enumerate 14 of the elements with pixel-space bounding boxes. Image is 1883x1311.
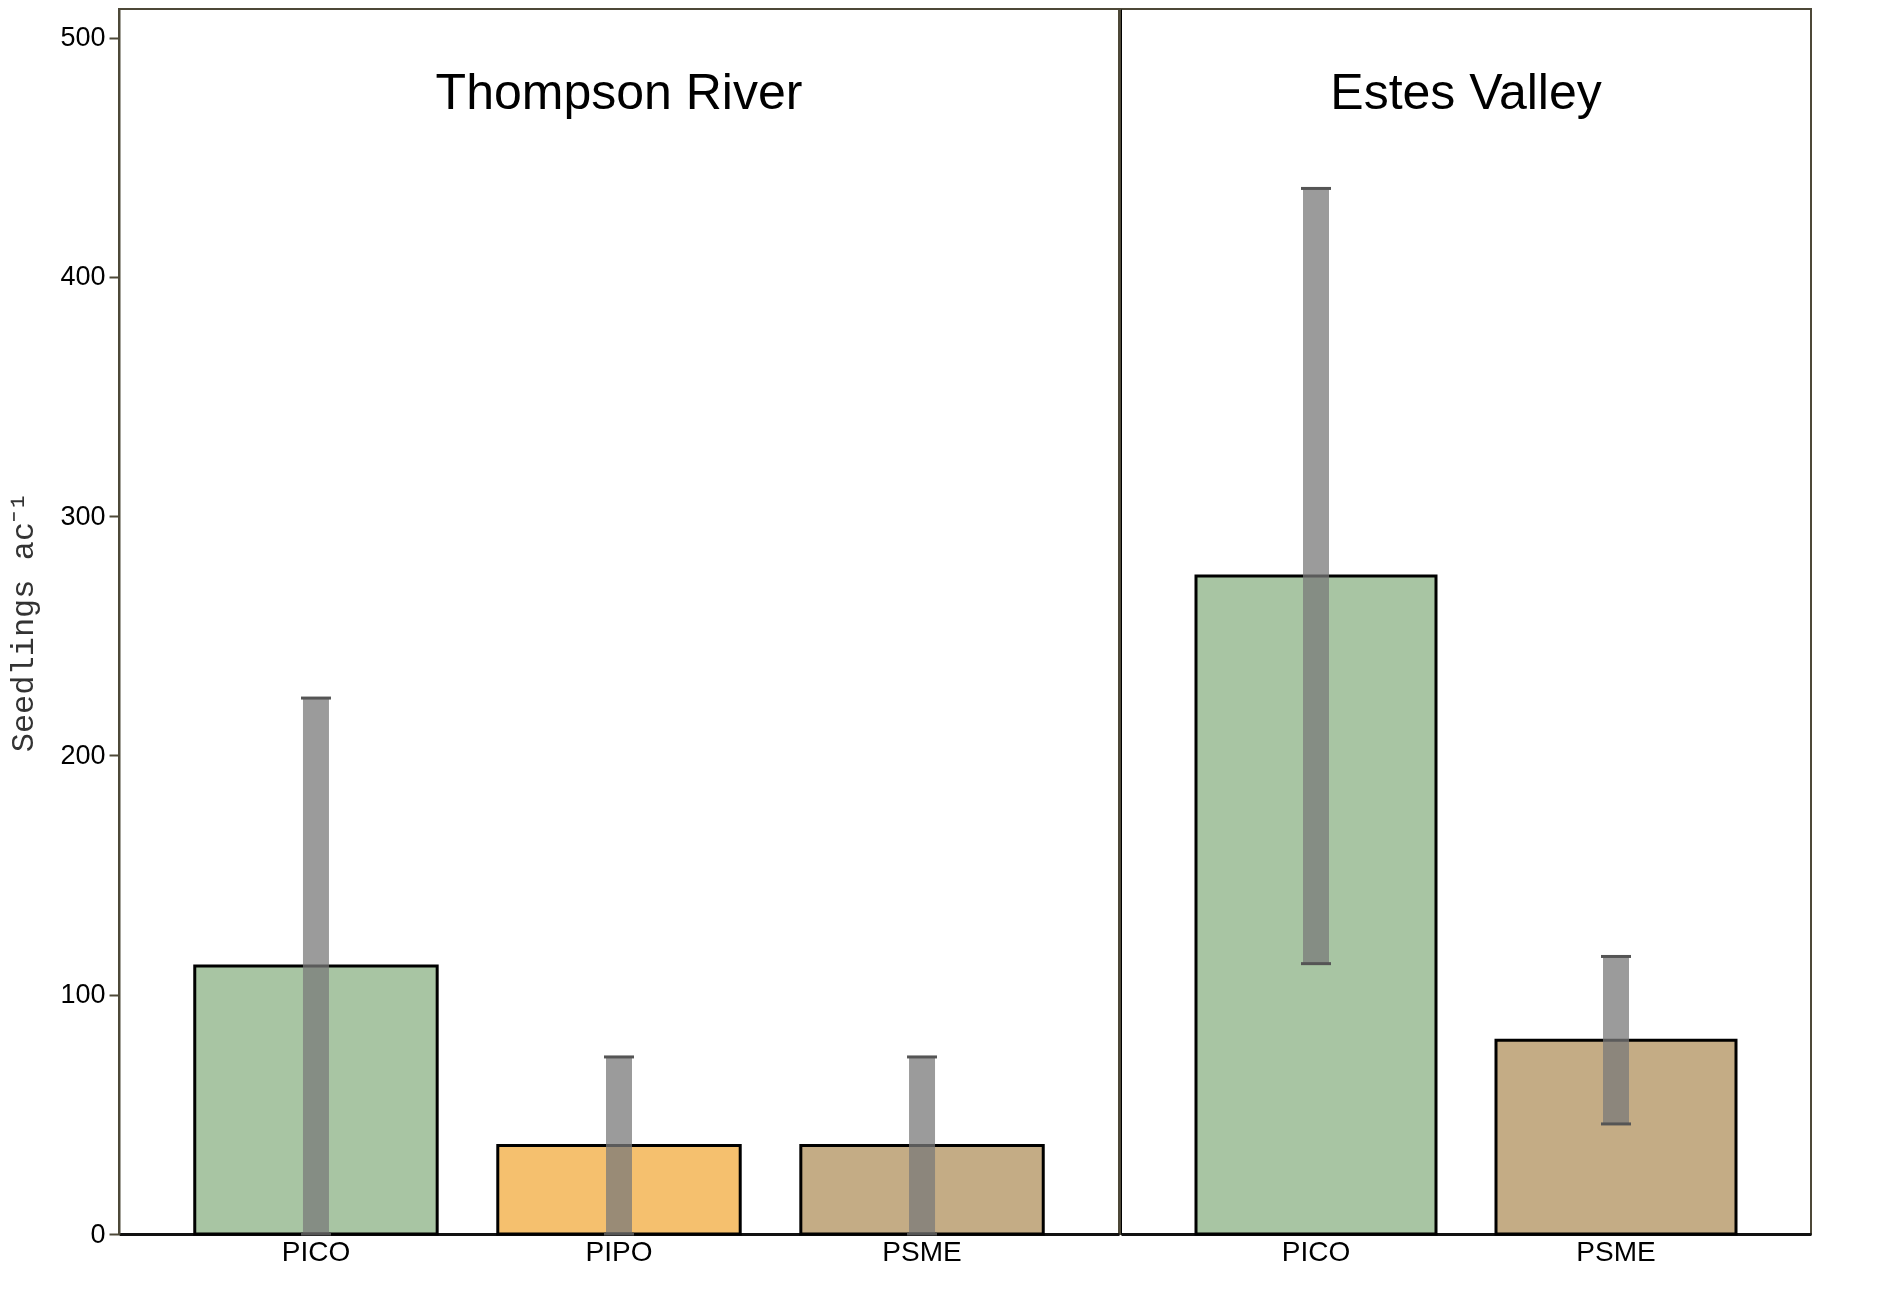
x-tick-label: PSME <box>882 1235 962 1267</box>
text: Thompson River <box>435 64 803 120</box>
y-tick-label: 0 <box>90 1218 106 1249</box>
y-axis-title: Seedlings ac⁻¹ <box>6 491 44 753</box>
y-tick-label: 300 <box>60 500 106 531</box>
x-tick-label: PIPO <box>585 1235 653 1267</box>
y-tick-label: 100 <box>60 979 106 1010</box>
y-tick-label: 200 <box>60 739 106 770</box>
y-tick-label: 500 <box>60 22 106 53</box>
y-tick-label: 400 <box>60 261 106 292</box>
x-tick-label: PICO <box>281 1235 351 1267</box>
text: Estes Valley <box>1330 64 1602 120</box>
x-tick-label: PSME <box>1576 1235 1656 1267</box>
x-tick-label: PICO <box>1281 1235 1351 1267</box>
